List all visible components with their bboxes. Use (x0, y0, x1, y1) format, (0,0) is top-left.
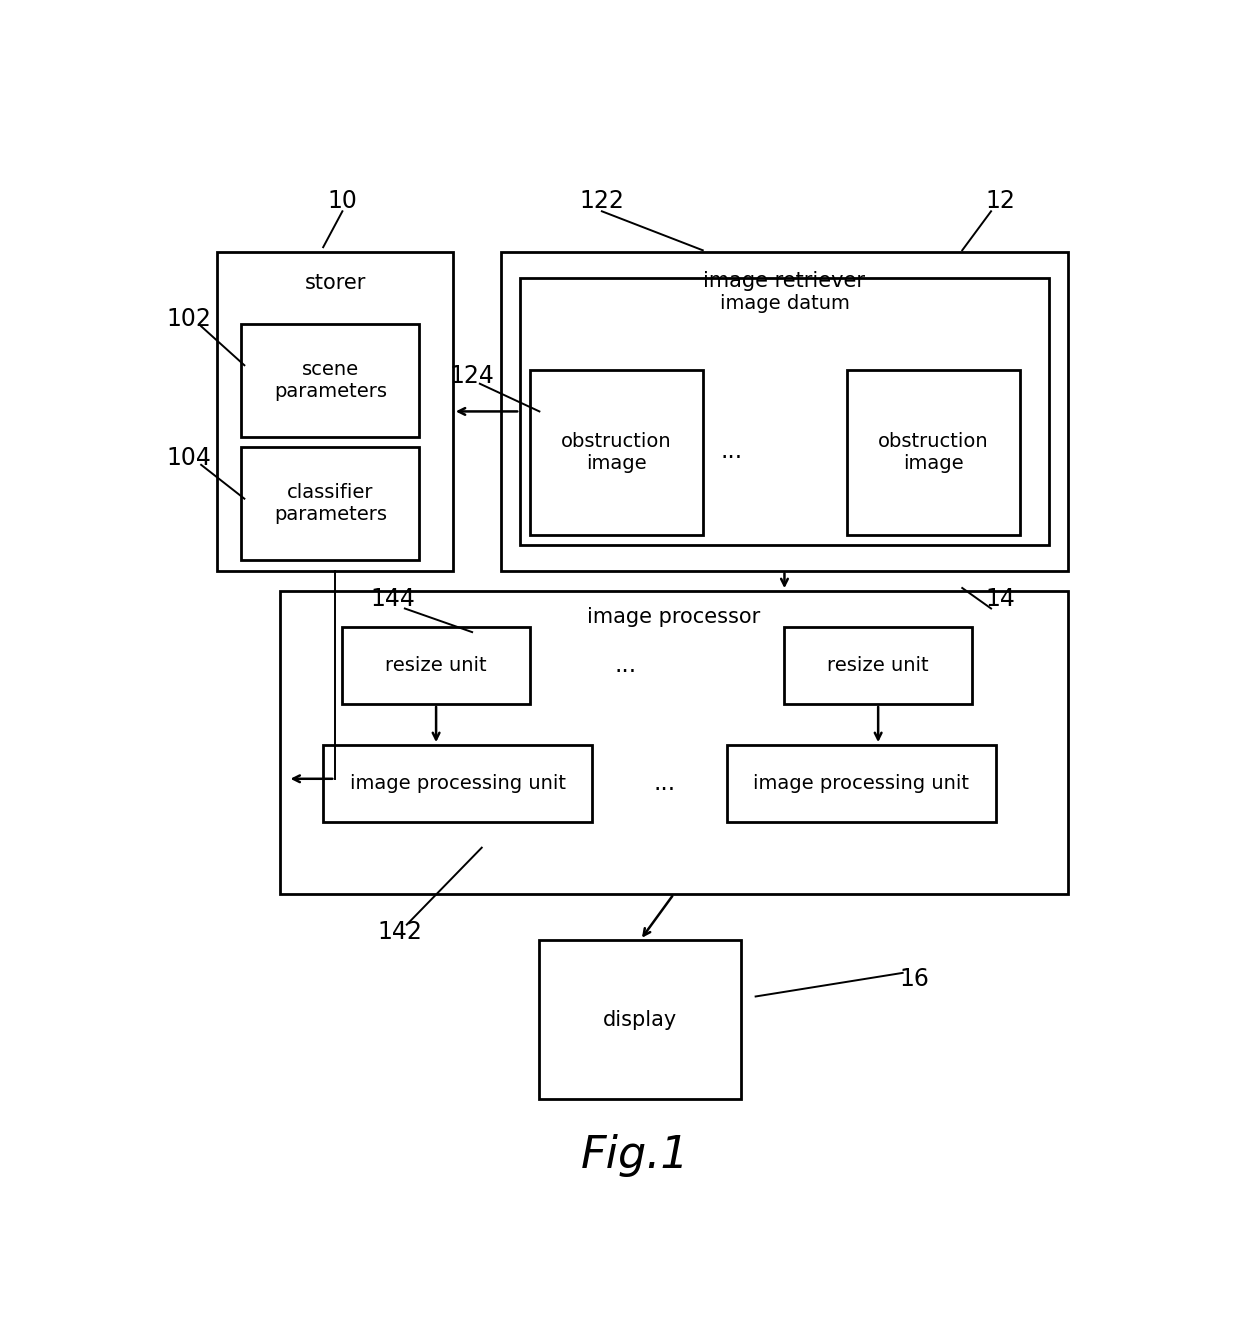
Bar (785, 627, 972, 704)
Text: classifier
parameters: classifier parameters (274, 484, 387, 524)
Bar (501, 252, 1068, 571)
Bar (280, 591, 1068, 894)
Text: 122: 122 (579, 189, 624, 213)
Text: 12: 12 (986, 189, 1016, 213)
Bar (847, 371, 1019, 535)
Bar (529, 371, 703, 535)
Text: resize unit: resize unit (386, 656, 487, 674)
Text: 14: 14 (986, 588, 1016, 612)
Bar (324, 745, 593, 822)
Bar (242, 324, 419, 437)
Text: image processor: image processor (588, 608, 760, 628)
Text: image retriever: image retriever (703, 271, 866, 291)
Bar (539, 940, 742, 1100)
Text: scene
parameters: scene parameters (274, 360, 387, 401)
Text: ...: ... (615, 653, 637, 677)
Bar (342, 627, 529, 704)
Text: ...: ... (720, 440, 743, 464)
Bar (521, 279, 1049, 545)
Text: 10: 10 (327, 189, 357, 213)
Text: 104: 104 (166, 445, 211, 469)
Bar (242, 448, 419, 560)
Text: display: display (603, 1009, 677, 1029)
Text: obstruction
image: obstruction image (878, 432, 988, 473)
Text: 142: 142 (378, 920, 423, 944)
Text: resize unit: resize unit (827, 656, 929, 674)
Text: 102: 102 (166, 307, 211, 331)
Text: image processing unit: image processing unit (350, 774, 565, 793)
Text: obstruction
image: obstruction image (560, 432, 672, 473)
Text: image datum: image datum (719, 295, 849, 313)
Text: image processing unit: image processing unit (754, 774, 970, 793)
Bar (217, 252, 453, 571)
Text: 16: 16 (899, 966, 929, 990)
Text: storer: storer (305, 273, 366, 293)
Bar (727, 745, 996, 822)
Text: 144: 144 (371, 588, 415, 612)
Text: 124: 124 (450, 364, 495, 388)
Text: Fig.1: Fig.1 (582, 1134, 689, 1177)
Text: ...: ... (653, 770, 676, 794)
